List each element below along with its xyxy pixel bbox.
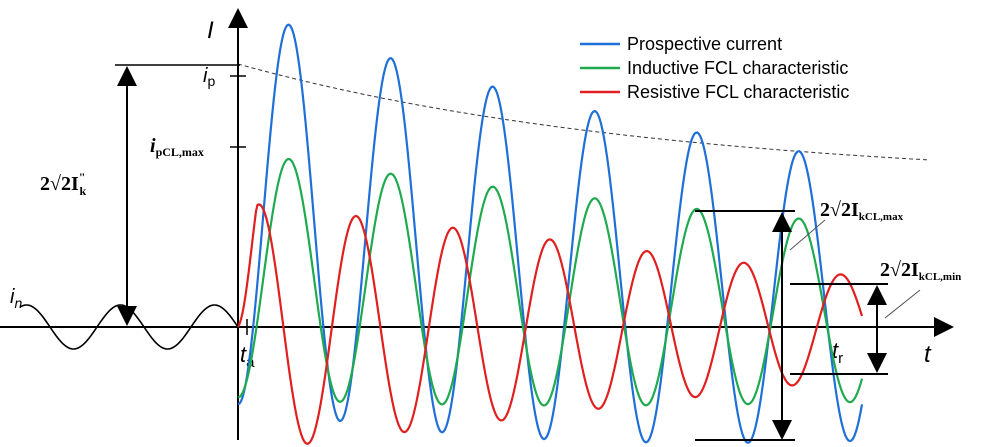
right-dim-min-label: 2√2IkCL,min bbox=[880, 259, 961, 283]
peak-envelope-curve bbox=[237, 63, 931, 161]
y-tick-label-ipcl: ipCL,max bbox=[150, 135, 204, 159]
y-tick-label-ip: ip bbox=[203, 65, 215, 89]
x-axis-label: t bbox=[924, 341, 932, 368]
legend-label-1: Prospective current bbox=[627, 34, 782, 54]
left-dim-label: 2√2I" k bbox=[40, 170, 86, 198]
series-line-2 bbox=[237, 157, 864, 407]
series-group bbox=[237, 23, 864, 445]
legend-label-2: Inductive FCL characteristic bbox=[627, 58, 848, 78]
right-dim-max-label: 2√2IkCL,max bbox=[820, 199, 904, 223]
y-axis-label: I bbox=[207, 17, 214, 44]
series-line-1 bbox=[237, 23, 864, 444]
legend: Prospective current Inductive FCL charact… bbox=[580, 34, 849, 102]
prefault-current-label: in bbox=[10, 286, 22, 311]
legend-label-3: Resistive FCL characteristic bbox=[627, 82, 849, 102]
right-dim-max-leader bbox=[789, 219, 826, 251]
series-line-3 bbox=[237, 203, 864, 445]
x-tick-label-tr: tr bbox=[832, 338, 843, 367]
right-dim-min-leader bbox=[884, 289, 921, 319]
